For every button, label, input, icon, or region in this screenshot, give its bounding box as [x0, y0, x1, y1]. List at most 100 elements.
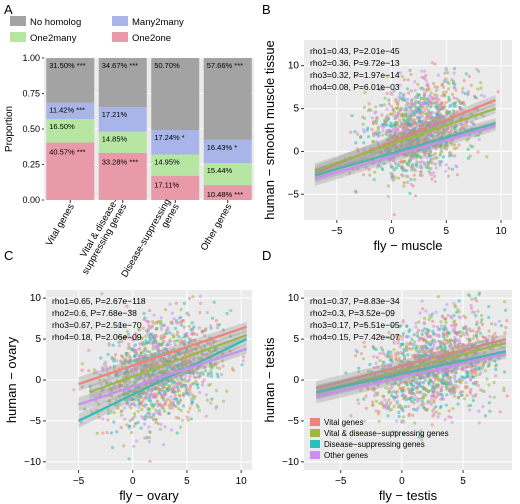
panel-a-bar-label: 40.57% ***: [49, 147, 85, 156]
panel-b-point: [396, 106, 400, 110]
panel-a-bar-segment: [151, 175, 200, 200]
panel-d-point: [465, 333, 470, 337]
panel-b-xlabel: fly − muscle: [374, 238, 443, 253]
panel-b-point: [440, 94, 444, 98]
panel-d-point: [426, 349, 430, 353]
panel-b-point: [423, 108, 427, 112]
panel-b-point: [396, 102, 400, 106]
panel-b-point: [362, 128, 366, 132]
panel-b-point: [417, 107, 421, 111]
panel-d-point: [443, 418, 447, 422]
panel-d-point: [388, 401, 393, 405]
panel-c-point: [185, 415, 189, 419]
panel-d-annotation: rho3=0.17, P=5.51e−05: [310, 320, 400, 330]
panel-d-point: [411, 354, 415, 358]
panel-d-point: [470, 372, 474, 376]
panel-d-point: [459, 381, 463, 385]
panel-b-point: [374, 105, 378, 109]
panel-d-point: [406, 353, 410, 357]
panel-c-point: [109, 431, 113, 435]
panel-d-point: [430, 423, 434, 427]
panel-b-point: [362, 105, 366, 109]
panel-d-point: [447, 409, 451, 413]
panel-b-point: [449, 103, 453, 107]
panel-c-point: [190, 400, 194, 404]
panel-c-point: [195, 375, 199, 379]
panel-c-point: [191, 295, 195, 299]
panel-c-ytick-label: 0: [35, 375, 41, 386]
panel-d-point: [420, 399, 424, 403]
panel-b-point: [355, 132, 360, 136]
panel-c-point: [144, 341, 149, 345]
panel-d-point: [426, 334, 430, 338]
panel-b-point: [355, 147, 359, 151]
panel-b-point: [381, 129, 385, 133]
panel-b-point: [405, 169, 409, 173]
panel-d-legend-key: [310, 451, 320, 459]
panel-b-point: [398, 91, 402, 95]
panel-b-point: [435, 156, 439, 160]
panel-c-xtick-label: 0: [130, 476, 136, 487]
panel-b-point: [452, 143, 457, 147]
panel-c-point: [144, 403, 148, 407]
panel-c-point: [175, 431, 179, 435]
panel-b-point: [392, 156, 396, 160]
panel-d-point: [433, 396, 437, 400]
panel-c-point: [137, 402, 141, 406]
panel-b-point: [478, 131, 482, 135]
panel-c-point: [127, 342, 131, 346]
panel-d-point: [441, 394, 445, 398]
panel-b-point: [434, 88, 439, 92]
panel-d-point: [354, 354, 358, 358]
panel-d-point: [412, 333, 416, 337]
panel-b-point: [401, 113, 405, 117]
panel-a-bar-segment: [203, 163, 252, 186]
panel-d-point: [434, 390, 438, 394]
panel-d-point: [454, 305, 458, 309]
panel-b-point: [430, 133, 434, 137]
panel-d-point: [349, 414, 353, 418]
panel-c-point: [162, 443, 166, 447]
panel-c-point: [173, 380, 177, 384]
panel-b-point: [393, 124, 397, 128]
panel-d-point: [426, 346, 430, 350]
panel-d-xtick-label: −5: [335, 476, 347, 487]
panel-b-point: [407, 91, 411, 95]
panel-d-point: [457, 331, 461, 335]
panel-c-point: [170, 322, 174, 326]
panel-d-point: [403, 405, 407, 409]
panel-b-point: [371, 122, 375, 126]
panel-b-point: [429, 91, 433, 95]
panel-b-point: [395, 146, 399, 150]
panel-d-point: [437, 379, 442, 383]
panel-d-point: [401, 352, 405, 356]
panel-b-point: [482, 94, 486, 98]
panel-c-point: [190, 321, 194, 325]
panel-b-point: [444, 77, 448, 81]
panel-b-point: [429, 160, 433, 164]
panel-d-point: [408, 342, 412, 346]
panel-b-point: [381, 87, 385, 92]
panel-a-bar-label: 14.85%: [102, 135, 128, 144]
panel-d-point: [466, 374, 470, 378]
panel-a-bar-label: 17.11%: [154, 181, 179, 190]
panel-c-point: [132, 424, 136, 428]
panel-b-point: [401, 129, 405, 133]
panel-c-point: [168, 302, 172, 306]
panel-b-point: [398, 71, 402, 75]
panel-b-point: [409, 182, 413, 186]
panel-d-point: [453, 389, 457, 394]
panel-c-point: [170, 428, 174, 432]
panel-c-point: [186, 410, 190, 414]
panel-b-point: [413, 151, 417, 155]
panel-b-point: [473, 95, 477, 99]
panel-b-point: [452, 109, 456, 113]
panel-a-bar-segment: [151, 58, 200, 130]
panel-d-point: [423, 316, 427, 320]
panel-d-point: [469, 303, 473, 308]
panel-c-point: [192, 381, 196, 385]
panel-d-point: [439, 324, 443, 328]
panel-b-point: [393, 128, 397, 132]
panel-c-annotation: rho2=0.6, P=7.68e−38: [52, 308, 137, 318]
